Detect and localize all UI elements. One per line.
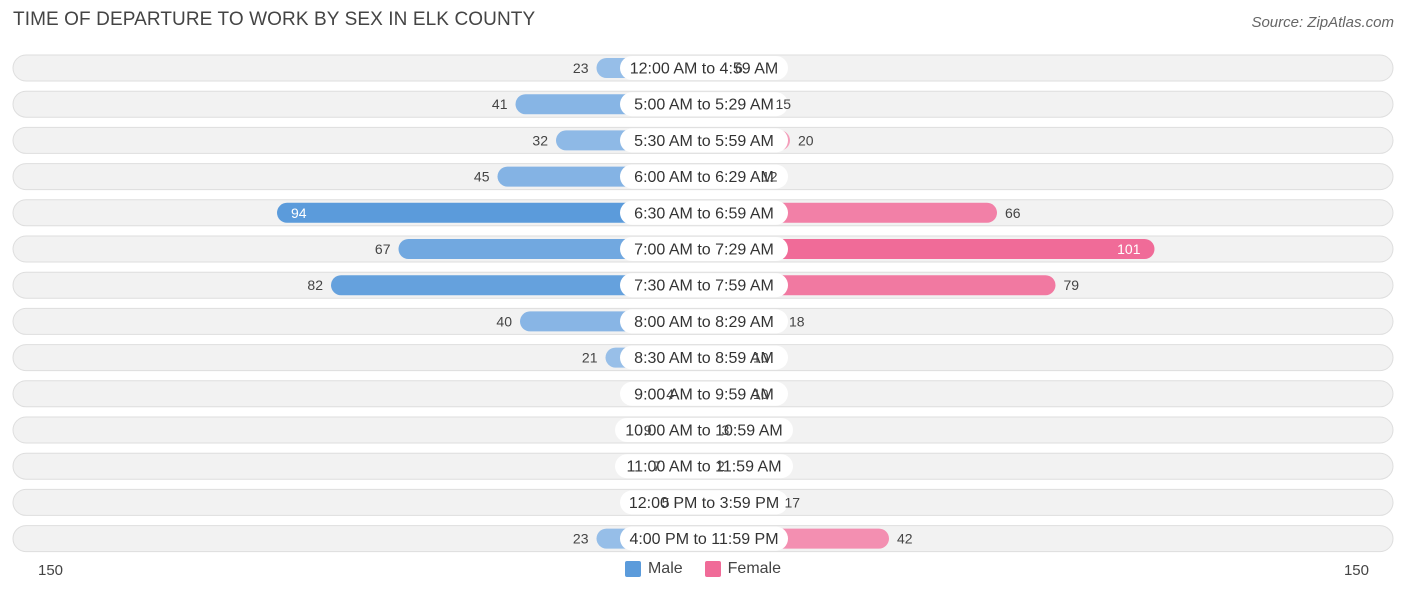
male-bar [277, 202, 710, 223]
female-value-label: 10 [753, 350, 769, 366]
category-pill [620, 526, 788, 551]
female-value-label: 12 [762, 169, 778, 185]
female-value-label: 2 [717, 458, 725, 474]
category-label: 6:00 AM to 6:29 AM [634, 169, 774, 186]
male-value-label: 67 [375, 241, 391, 257]
female-bar [690, 239, 1155, 259]
female-value-label: 15 [776, 96, 792, 112]
legend-item-male[interactable]: Male [624, 560, 683, 578]
category-pill [620, 56, 788, 80]
category-pill [620, 164, 788, 189]
legend: Male Female [0, 560, 1406, 578]
category-pill [620, 381, 788, 406]
legend-item-female[interactable]: Female [704, 560, 782, 578]
category-pill [620, 128, 788, 153]
male-value-label: 9 [644, 422, 652, 438]
female-value-label: 66 [1005, 205, 1021, 221]
female-value-label: 79 [1064, 277, 1080, 293]
legend-swatch-female [704, 561, 721, 577]
male-value-label: 23 [573, 531, 589, 547]
female-value-label: 20 [798, 132, 814, 148]
male-value-label: 7 [653, 458, 661, 474]
category-label: 8:00 AM to 8:29 AM [634, 314, 774, 331]
female-value-label: 6 [735, 60, 743, 76]
male-value-label: 45 [474, 169, 490, 185]
male-value-label: 23 [573, 60, 589, 76]
category-pill [615, 418, 793, 442]
category-pill [620, 309, 788, 334]
category-label: 11:00 AM to 11:59 AM [626, 459, 781, 476]
axis-left-label: 150 [38, 562, 64, 579]
female-value-label: 10 [753, 386, 769, 402]
category-label: 9:00 AM to 9:59 AM [634, 386, 774, 403]
category-pill [615, 454, 793, 479]
legend-label-female: Female [727, 560, 782, 577]
male-value-label: 4 [666, 386, 674, 402]
male-value-label: 82 [307, 277, 323, 293]
female-value-label: 3 [722, 422, 730, 438]
category-label: 8:30 AM to 8:59 AM [634, 350, 774, 367]
category-pill [620, 200, 788, 225]
male-bar [331, 275, 710, 296]
category-label: 12:00 PM to 3:59 PM [629, 495, 779, 512]
male-value-label: 40 [496, 313, 512, 329]
source-credit: Source: ZipAtlas.com [1251, 14, 1394, 31]
category-pill [620, 92, 788, 117]
category-label: 5:00 AM to 5:29 AM [634, 97, 774, 114]
category-pill [620, 273, 788, 298]
category-label: 10:00 AM to 10:59 AM [625, 423, 782, 440]
category-pill [620, 345, 788, 370]
male-value-label: 5 [662, 494, 670, 510]
axis-right-label: 150 [1343, 562, 1369, 579]
male-value-label: 32 [532, 132, 548, 148]
male-value-label: 41 [492, 96, 508, 112]
legend-swatch-male [624, 561, 641, 577]
female-value-label: 18 [789, 313, 805, 329]
category-label: 5:30 AM to 5:59 AM [634, 133, 774, 150]
category-label: 7:30 AM to 7:59 AM [634, 278, 774, 295]
male-value-label: 21 [582, 350, 598, 366]
female-value-label: 42 [897, 531, 913, 547]
category-label: 6:30 AM to 6:59 AM [634, 205, 774, 222]
female-value-label: 101 [1117, 241, 1141, 257]
category-label: 12:00 AM to 4:59 AM [630, 61, 779, 78]
category-pill [620, 237, 788, 261]
legend-label-male: Male [647, 560, 683, 577]
male-value-label: 94 [291, 205, 307, 221]
category-label: 4:00 PM to 11:59 PM [629, 531, 778, 548]
female-value-label: 17 [785, 494, 801, 510]
category-label: 7:00 AM to 7:29 AM [634, 242, 774, 259]
category-pill [620, 490, 788, 515]
chart-title: TIME OF DEPARTURE TO WORK BY SEX IN ELK … [13, 9, 536, 30]
